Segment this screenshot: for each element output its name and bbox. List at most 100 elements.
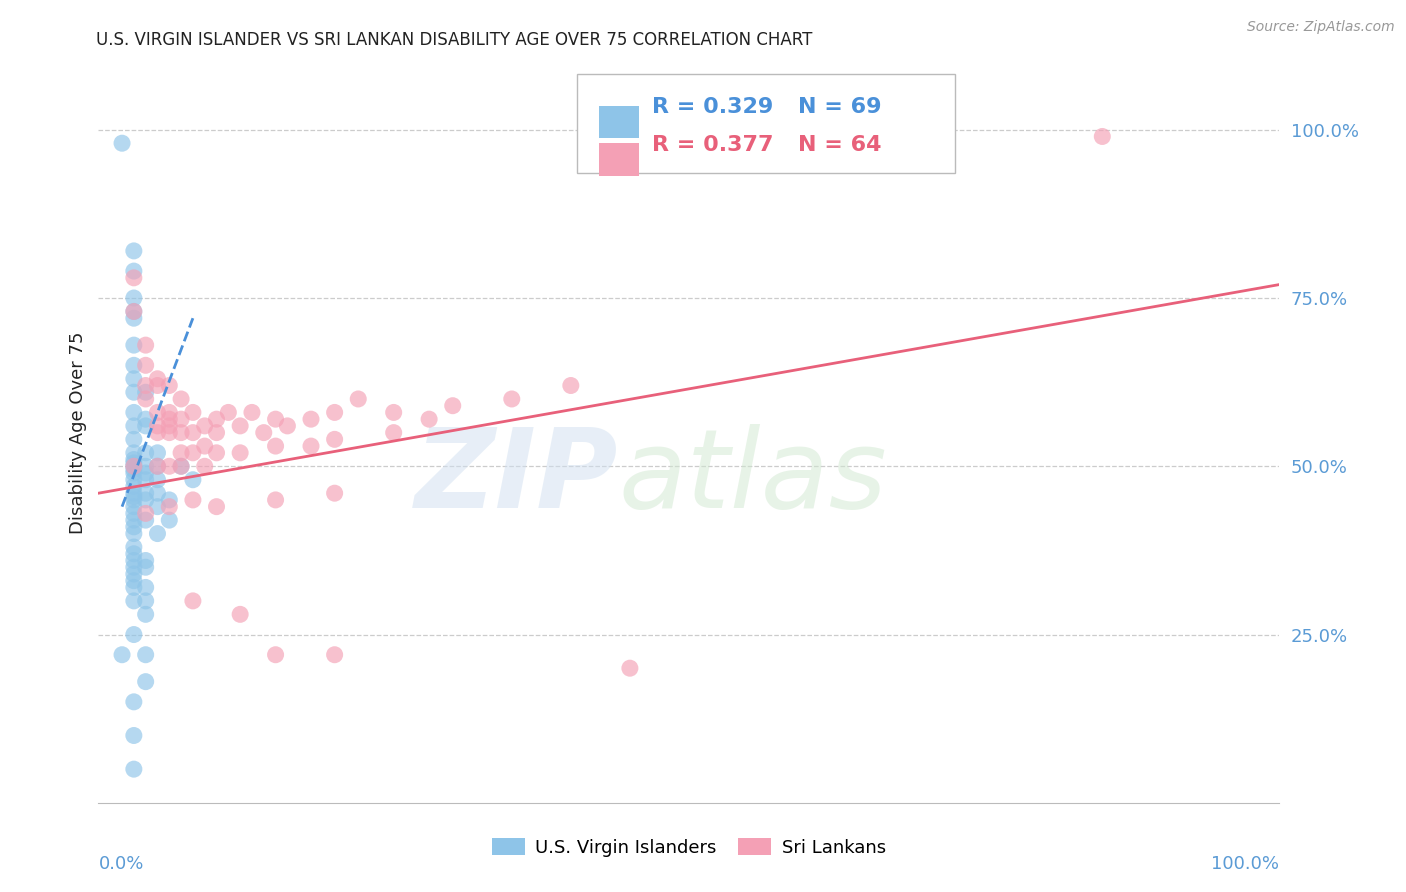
- Text: R = 0.377: R = 0.377: [652, 135, 773, 155]
- Point: [146, 473, 169, 487]
- Text: 0.0%: 0.0%: [98, 855, 143, 872]
- Point: [441, 399, 464, 413]
- Point: [1091, 129, 1114, 144]
- Point: [276, 418, 298, 433]
- Point: [146, 378, 169, 392]
- Point: [135, 581, 157, 595]
- Point: [135, 513, 157, 527]
- Point: [122, 244, 145, 258]
- Point: [194, 439, 217, 453]
- Point: [157, 425, 180, 440]
- Point: [194, 418, 217, 433]
- Point: [146, 418, 169, 433]
- Point: [122, 560, 145, 574]
- Point: [122, 270, 145, 285]
- Point: [122, 291, 145, 305]
- Point: [122, 490, 145, 504]
- Point: [122, 547, 145, 561]
- Point: [229, 418, 252, 433]
- Point: [157, 405, 180, 419]
- Point: [181, 473, 204, 487]
- Point: [135, 459, 157, 474]
- Point: [135, 473, 157, 487]
- Point: [122, 695, 145, 709]
- Point: [135, 648, 157, 662]
- Point: [347, 392, 370, 406]
- Point: [418, 412, 440, 426]
- Point: [122, 338, 145, 352]
- Point: [135, 607, 157, 622]
- Point: [122, 405, 145, 419]
- Point: [135, 560, 157, 574]
- Point: [382, 425, 405, 440]
- Point: [146, 425, 169, 440]
- Point: [135, 418, 157, 433]
- Point: [170, 425, 193, 440]
- Point: [122, 574, 145, 588]
- Point: [135, 553, 157, 567]
- Point: [122, 264, 145, 278]
- Point: [501, 392, 523, 406]
- Point: [122, 729, 145, 743]
- Point: [122, 459, 145, 474]
- Point: [229, 607, 252, 622]
- Point: [560, 378, 582, 392]
- Point: [122, 553, 145, 567]
- Point: [205, 500, 228, 514]
- Point: [217, 405, 239, 419]
- Point: [157, 412, 180, 426]
- Text: N = 69: N = 69: [797, 97, 882, 118]
- Text: ZIP: ZIP: [415, 424, 619, 531]
- FancyBboxPatch shape: [599, 143, 640, 176]
- Point: [122, 372, 145, 386]
- Point: [122, 462, 145, 476]
- Point: [157, 418, 180, 433]
- Text: atlas: atlas: [619, 424, 887, 531]
- Text: R = 0.329: R = 0.329: [652, 97, 773, 118]
- Point: [122, 581, 145, 595]
- Point: [181, 492, 204, 507]
- Point: [135, 486, 157, 500]
- Point: [135, 359, 157, 373]
- Point: [170, 459, 193, 474]
- FancyBboxPatch shape: [576, 73, 955, 173]
- Point: [170, 392, 193, 406]
- Point: [135, 594, 157, 608]
- Point: [122, 507, 145, 521]
- Point: [170, 446, 193, 460]
- Point: [135, 446, 157, 460]
- Point: [253, 425, 276, 440]
- Point: [135, 466, 157, 480]
- Point: [205, 446, 228, 460]
- Point: [382, 405, 405, 419]
- Point: [122, 311, 145, 326]
- Point: [229, 446, 252, 460]
- Point: [122, 304, 145, 318]
- Point: [157, 459, 180, 474]
- Point: [122, 540, 145, 554]
- Point: [135, 378, 157, 392]
- Point: [264, 412, 287, 426]
- Point: [181, 425, 204, 440]
- Point: [619, 661, 641, 675]
- Point: [122, 456, 145, 470]
- Point: [146, 446, 169, 460]
- Point: [122, 452, 145, 467]
- Point: [122, 627, 145, 641]
- Legend: U.S. Virgin Islanders, Sri Lankans: U.S. Virgin Islanders, Sri Lankans: [485, 830, 893, 864]
- Point: [205, 412, 228, 426]
- Point: [146, 526, 169, 541]
- Point: [264, 492, 287, 507]
- Point: [122, 492, 145, 507]
- Point: [122, 418, 145, 433]
- Point: [135, 338, 157, 352]
- Point: [181, 405, 204, 419]
- Point: [122, 594, 145, 608]
- Point: [146, 459, 169, 474]
- Point: [135, 385, 157, 400]
- Point: [122, 304, 145, 318]
- Point: [122, 513, 145, 527]
- Text: N = 64: N = 64: [797, 135, 882, 155]
- Point: [240, 405, 263, 419]
- Point: [146, 486, 169, 500]
